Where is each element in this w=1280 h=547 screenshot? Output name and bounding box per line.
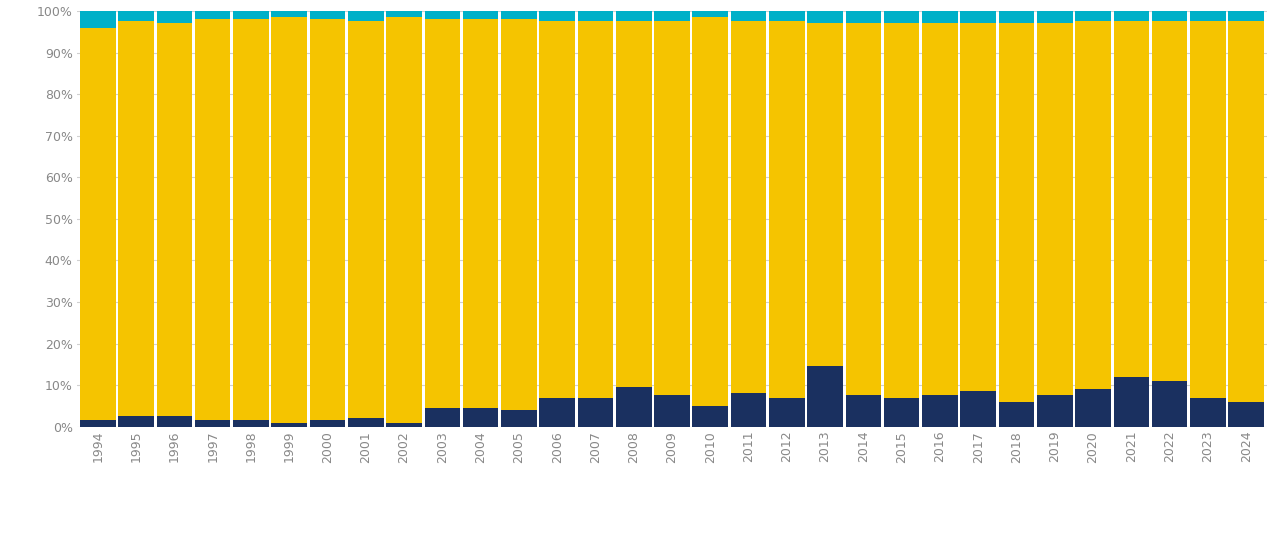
- Bar: [233, 11, 269, 19]
- Bar: [1152, 21, 1188, 381]
- Bar: [1114, 11, 1149, 21]
- Bar: [577, 398, 613, 427]
- Bar: [654, 395, 690, 427]
- Bar: [731, 11, 767, 21]
- Bar: [348, 21, 384, 418]
- Bar: [1190, 398, 1226, 427]
- Bar: [616, 387, 652, 427]
- Bar: [1075, 389, 1111, 427]
- Bar: [310, 19, 346, 421]
- Bar: [271, 11, 307, 17]
- Bar: [960, 391, 996, 427]
- Bar: [118, 11, 154, 21]
- Bar: [577, 11, 613, 21]
- Bar: [769, 11, 805, 21]
- Bar: [463, 19, 498, 408]
- Bar: [1037, 11, 1073, 24]
- Bar: [310, 421, 346, 427]
- Bar: [1229, 11, 1263, 21]
- Bar: [922, 11, 957, 24]
- Bar: [387, 11, 422, 17]
- Bar: [654, 11, 690, 21]
- Bar: [960, 24, 996, 391]
- Bar: [884, 11, 919, 24]
- Bar: [577, 21, 613, 398]
- Bar: [1152, 11, 1188, 21]
- Bar: [960, 11, 996, 24]
- Bar: [463, 408, 498, 427]
- Bar: [884, 398, 919, 427]
- Bar: [769, 398, 805, 427]
- Bar: [425, 408, 460, 427]
- Bar: [731, 393, 767, 427]
- Bar: [654, 21, 690, 395]
- Bar: [156, 11, 192, 24]
- Bar: [500, 19, 536, 410]
- Bar: [1190, 21, 1226, 398]
- Bar: [348, 11, 384, 21]
- Bar: [1037, 24, 1073, 395]
- Bar: [539, 21, 575, 398]
- Bar: [539, 398, 575, 427]
- Bar: [731, 21, 767, 393]
- Bar: [1229, 21, 1263, 401]
- Bar: [1152, 381, 1188, 427]
- Bar: [539, 11, 575, 21]
- Bar: [348, 418, 384, 427]
- Bar: [425, 11, 460, 19]
- Bar: [118, 416, 154, 427]
- Bar: [81, 11, 115, 27]
- Bar: [425, 19, 460, 408]
- Bar: [271, 17, 307, 422]
- Bar: [81, 421, 115, 427]
- Bar: [998, 401, 1034, 427]
- Bar: [922, 24, 957, 395]
- Bar: [1190, 11, 1226, 21]
- Bar: [692, 406, 728, 427]
- Bar: [387, 422, 422, 427]
- Bar: [1037, 395, 1073, 427]
- Bar: [616, 11, 652, 21]
- Bar: [500, 410, 536, 427]
- Bar: [195, 11, 230, 19]
- Bar: [616, 21, 652, 387]
- Bar: [808, 24, 844, 366]
- Bar: [846, 395, 881, 427]
- Bar: [463, 11, 498, 19]
- Bar: [998, 11, 1034, 24]
- Bar: [195, 19, 230, 421]
- Bar: [118, 21, 154, 416]
- Bar: [1229, 401, 1263, 427]
- Bar: [233, 19, 269, 421]
- Bar: [1114, 21, 1149, 377]
- Bar: [692, 11, 728, 17]
- Bar: [808, 366, 844, 427]
- Bar: [195, 421, 230, 427]
- Bar: [884, 24, 919, 398]
- Bar: [998, 24, 1034, 401]
- Bar: [922, 395, 957, 427]
- Bar: [500, 11, 536, 19]
- Bar: [156, 416, 192, 427]
- Bar: [692, 17, 728, 406]
- Bar: [156, 24, 192, 416]
- Bar: [846, 24, 881, 395]
- Bar: [1075, 11, 1111, 21]
- Bar: [846, 11, 881, 24]
- Bar: [310, 11, 346, 19]
- Bar: [81, 27, 115, 421]
- Bar: [1075, 21, 1111, 389]
- Bar: [808, 11, 844, 24]
- Bar: [233, 421, 269, 427]
- Bar: [769, 21, 805, 398]
- Bar: [1114, 377, 1149, 427]
- Bar: [271, 422, 307, 427]
- Bar: [387, 17, 422, 422]
